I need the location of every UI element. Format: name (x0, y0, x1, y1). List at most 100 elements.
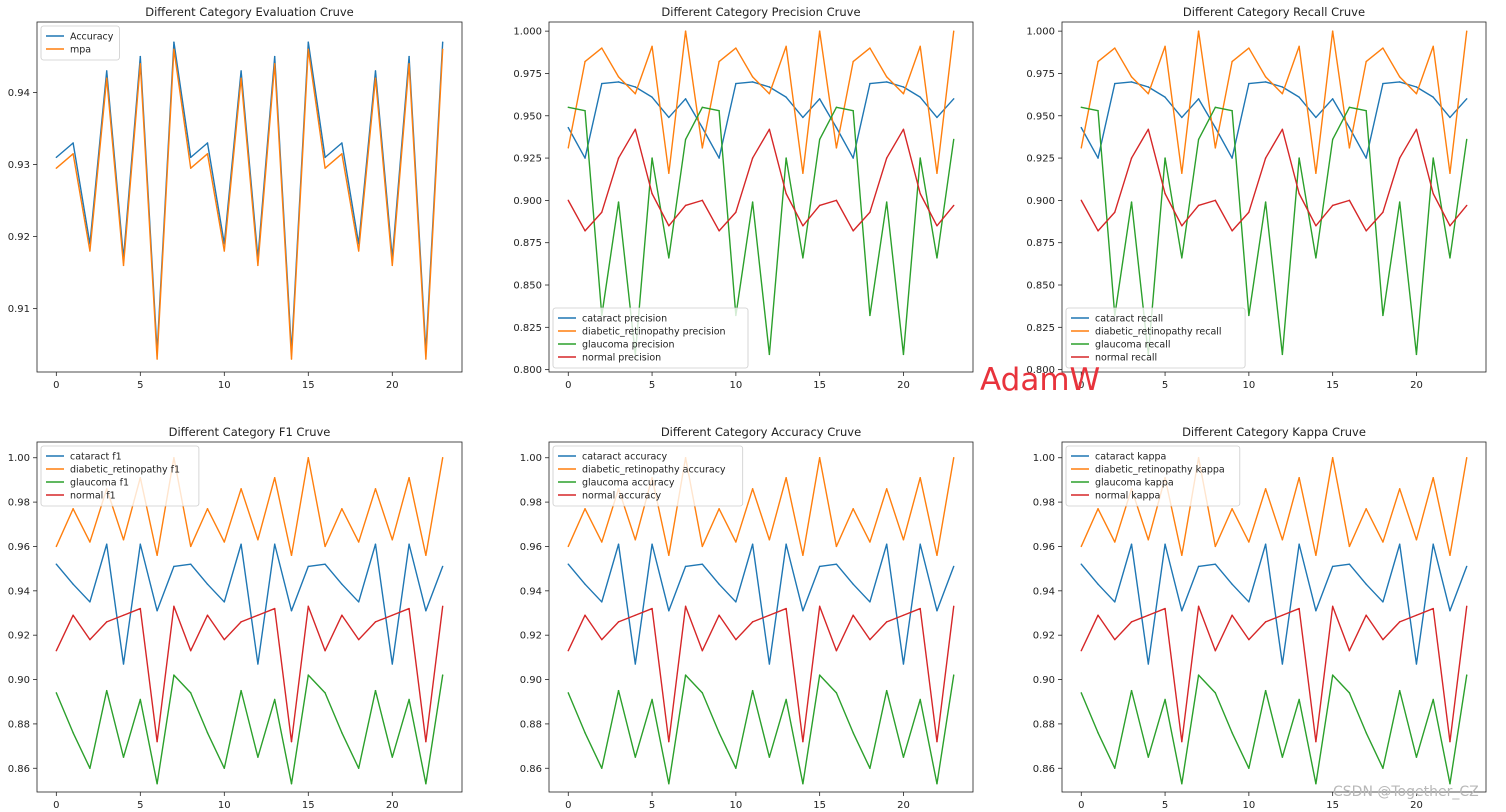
data-point (1080, 199, 1082, 202)
y-tick-label: 0.92 (520, 631, 542, 642)
data-point (802, 783, 804, 785)
series-line (567, 81, 955, 159)
data-point (802, 172, 804, 175)
data-point (1080, 147, 1082, 149)
data-point (1248, 767, 1250, 769)
data-point (1130, 157, 1133, 159)
data-point (668, 783, 670, 785)
data-point (55, 650, 58, 652)
data-point (567, 199, 569, 202)
series-line (55, 48, 444, 360)
series-line (567, 30, 955, 175)
data-point (684, 674, 687, 676)
data-point (1348, 106, 1351, 108)
y-tick-label: 0.875 (513, 238, 542, 249)
data-point (408, 55, 410, 58)
data-point (139, 543, 142, 545)
legend-label: mpa (70, 45, 91, 56)
data-point (273, 607, 276, 610)
data-point (425, 610, 427, 612)
data-point (307, 605, 309, 608)
data-point (651, 698, 653, 701)
data-point (885, 157, 888, 159)
data-point (1298, 157, 1300, 159)
series-line (1080, 674, 1468, 785)
data-point (617, 543, 620, 545)
data-point (919, 157, 921, 159)
data-point (701, 147, 704, 149)
data-point (1281, 539, 1284, 541)
data-point (441, 605, 444, 608)
data-point (718, 583, 720, 585)
data-point (173, 41, 175, 43)
data-point (139, 55, 142, 58)
data-point (953, 30, 955, 32)
x-tick-label: 15 (302, 380, 315, 391)
data-point (1164, 96, 1166, 98)
data-point (408, 63, 410, 65)
data-point (953, 138, 955, 141)
x-tick-label: 10 (1242, 800, 1255, 811)
data-point (617, 621, 620, 623)
data-point (1248, 638, 1250, 641)
y-tick-label: 0.825 (513, 323, 542, 334)
data-point (1231, 732, 1233, 734)
data-point (1449, 172, 1451, 175)
axes-frame (548, 21, 974, 373)
data-point (223, 541, 226, 543)
data-point (668, 172, 670, 175)
legend-label: cataract f1 (70, 452, 122, 463)
axes-frame (36, 21, 463, 373)
data-point (768, 539, 771, 541)
data-point (374, 70, 377, 72)
data-point (651, 192, 653, 195)
data-point (357, 601, 360, 603)
data-point (701, 126, 704, 129)
data-point (273, 477, 276, 479)
data-point (567, 147, 569, 149)
y-tick-label: 0.975 (513, 69, 542, 80)
data-point (701, 692, 704, 694)
data-point (1398, 543, 1401, 545)
x-tick-label: 10 (729, 800, 742, 811)
data-point (1331, 605, 1334, 608)
data-point (718, 614, 720, 616)
data-point (1415, 614, 1418, 616)
data-point (1398, 689, 1401, 692)
data-point (936, 172, 938, 175)
data-point (1164, 607, 1166, 610)
data-point (1281, 86, 1284, 88)
data-point (1214, 692, 1217, 694)
data-point (852, 508, 854, 510)
legend-label: cataract accuracy (582, 452, 668, 463)
data-point (802, 257, 804, 259)
legend-label: normal recall (1095, 353, 1157, 364)
data-point (567, 650, 569, 652)
x-tick-label: 20 (1410, 380, 1423, 391)
data-point (307, 457, 309, 459)
data-point (122, 614, 125, 616)
data-point (617, 689, 620, 692)
legend-label: glaucoma recall (1095, 340, 1171, 351)
data-point (751, 81, 754, 83)
data-point (1164, 192, 1166, 195)
optimizer-label: AdamW (980, 362, 1101, 398)
y-tick-label: 0.94 (8, 586, 30, 597)
data-point (106, 689, 108, 692)
data-point (89, 638, 91, 641)
chart-panel: Different Category Recall Cruve 0 5 10 15 20 0… (1026, 5, 1487, 391)
data-point (425, 740, 427, 743)
data-point (240, 77, 242, 79)
data-point (818, 98, 821, 100)
axes-frame (36, 441, 463, 793)
data-point (1315, 225, 1317, 227)
data-point (1449, 783, 1451, 785)
data-point (936, 257, 938, 259)
data-point (341, 153, 343, 155)
data-point (273, 698, 276, 701)
data-point (1114, 767, 1116, 769)
data-point (1398, 157, 1401, 159)
data-point (735, 541, 737, 543)
series-line (567, 128, 955, 232)
data-point (1147, 128, 1150, 131)
